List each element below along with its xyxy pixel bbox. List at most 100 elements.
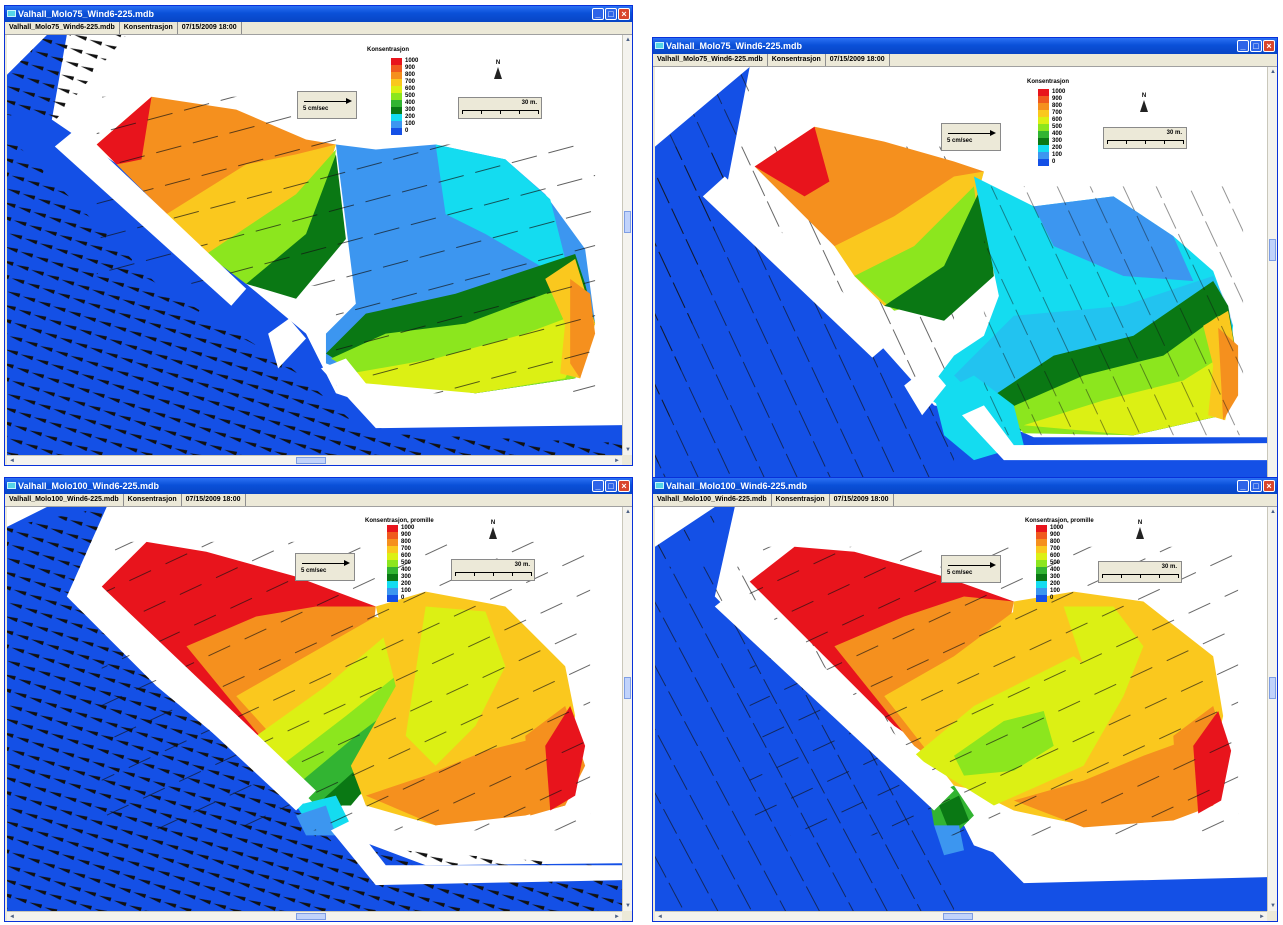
- file-name: Valhall_Molo100_Wind6-225.mdb: [653, 494, 772, 506]
- vertical-scrollbar[interactable]: ▲ ▼: [622, 35, 632, 455]
- north-label: N: [495, 60, 501, 66]
- legend-title: Konsentrasjon: [367, 47, 410, 53]
- legend: 1000 900 800 700 600 500 400 300 200 100…: [387, 525, 447, 602]
- scroll-left-icon[interactable]: ◄: [9, 914, 15, 920]
- legend-row: 800: [387, 539, 447, 546]
- window-title: Valhall_Molo100_Wind6-225.mdb: [18, 481, 159, 491]
- vector-scale-box: 5 cm/sec: [295, 553, 355, 581]
- maximize-button[interactable]: □: [605, 480, 617, 492]
- scroll-up-icon[interactable]: ▲: [625, 509, 631, 515]
- maximize-button[interactable]: □: [1250, 480, 1262, 492]
- legend-row: 700: [1036, 546, 1096, 553]
- layer-name[interactable]: Konsentrasjon: [772, 494, 830, 506]
- scroll-right-icon[interactable]: ►: [614, 458, 620, 464]
- scroll-left-icon[interactable]: ◄: [9, 458, 15, 464]
- legend-row: 0: [387, 595, 447, 602]
- distance-scale-label: 30 m.: [1161, 564, 1177, 570]
- maximize-button[interactable]: □: [1250, 40, 1262, 52]
- scroll-right-icon[interactable]: ►: [1259, 914, 1265, 920]
- vertical-scrollbar[interactable]: ▲ ▼: [622, 507, 632, 911]
- scroll-thumb[interactable]: [624, 211, 631, 234]
- legend-row: 900: [387, 532, 447, 539]
- title-bar[interactable]: Valhall_Molo75_Wind6-225.mdb _ □ ×: [5, 6, 632, 22]
- scroll-right-icon[interactable]: ►: [614, 914, 620, 920]
- title-bar[interactable]: Valhall_Molo100_Wind6-225.mdb _ □ ×: [653, 478, 1277, 494]
- legend-row: 600: [391, 86, 451, 93]
- scroll-up-icon[interactable]: ▲: [1270, 509, 1276, 515]
- north-arrow-icon: N: [1137, 93, 1151, 112]
- vector-scale-box: 5 cm/sec: [941, 555, 1001, 583]
- distance-scale-box: 30 m.: [458, 97, 542, 119]
- info-bar: Valhall_Molo100_Wind6-225.mdb Konsentrasj…: [5, 494, 632, 507]
- legend-row: 500: [391, 93, 451, 100]
- close-button[interactable]: ×: [618, 480, 630, 492]
- scroll-thumb[interactable]: [1269, 239, 1276, 262]
- legend-row: 100: [391, 121, 451, 128]
- title-bar[interactable]: Valhall_Molo75_Wind6-225.mdb _ □ ×: [653, 38, 1277, 54]
- scroll-thumb[interactable]: [942, 913, 973, 920]
- north-label: N: [1141, 93, 1147, 99]
- maximize-button[interactable]: □: [605, 8, 617, 20]
- layer-name[interactable]: Konsentrasjon: [120, 22, 178, 34]
- vector-arrow-icon: [948, 130, 996, 136]
- distance-scale-box: 30 m.: [451, 559, 535, 581]
- distance-scale-box: 30 m.: [1098, 561, 1182, 583]
- timestamp: 07/15/2009 18:00: [182, 494, 246, 506]
- scroll-left-icon[interactable]: ◄: [657, 914, 663, 920]
- minimize-button[interactable]: _: [1237, 480, 1249, 492]
- map-canvas: [7, 507, 622, 911]
- scroll-thumb[interactable]: [296, 457, 327, 464]
- close-button[interactable]: ×: [618, 8, 630, 20]
- legend-row: 800: [1036, 539, 1096, 546]
- scroll-up-icon[interactable]: ▲: [625, 37, 631, 43]
- legend-row: 500: [1038, 124, 1098, 131]
- legend-row: 200: [1036, 581, 1096, 588]
- scroll-up-icon[interactable]: ▲: [1270, 69, 1276, 75]
- concentration-map[interactable]: Konsentrasjon, promille 1000 900 800 700…: [7, 507, 622, 911]
- legend-row: 0: [1036, 595, 1096, 602]
- scroll-down-icon[interactable]: ▼: [625, 447, 631, 453]
- vertical-scrollbar[interactable]: ▲ ▼: [1267, 507, 1277, 911]
- legend-title: Konsentrasjon: [1027, 79, 1070, 85]
- title-bar[interactable]: Valhall_Molo100_Wind6-225.mdb _ □ ×: [5, 478, 632, 494]
- close-button[interactable]: ×: [1263, 480, 1275, 492]
- vector-scale-label: 5 cm/sec: [301, 568, 327, 574]
- distance-scale-label: 30 m.: [521, 100, 537, 106]
- scroll-down-icon[interactable]: ▼: [1270, 903, 1276, 909]
- map-canvas: [7, 35, 622, 455]
- legend-row: 1000: [391, 58, 451, 65]
- horizontal-scrollbar[interactable]: ◄ ►: [7, 911, 622, 921]
- app-icon: [655, 42, 664, 49]
- timestamp: 07/15/2009 18:00: [178, 22, 242, 34]
- legend-row: 300: [387, 574, 447, 581]
- scroll-down-icon[interactable]: ▼: [625, 903, 631, 909]
- info-bar: Valhall_Molo75_Wind6-225.mdb Konsentrasjo…: [5, 22, 632, 35]
- concentration-map[interactable]: Konsentrasjon, promille 1000 900 800 700…: [655, 507, 1267, 911]
- legend-row: 300: [391, 107, 451, 114]
- scroll-thumb[interactable]: [1269, 676, 1276, 699]
- legend-row: 1000: [387, 525, 447, 532]
- north-label: N: [490, 520, 496, 526]
- map-window-4: Valhall_Molo100_Wind6-225.mdb _ □ × Valhal…: [652, 477, 1278, 922]
- legend-row: 200: [387, 581, 447, 588]
- minimize-button[interactable]: _: [592, 8, 604, 20]
- concentration-map[interactable]: Konsentrasjon 1000 900 800 700 600 500 4…: [655, 67, 1267, 477]
- scroll-thumb[interactable]: [296, 913, 327, 920]
- legend-title: Konsentrasjon, promille: [1025, 518, 1094, 524]
- legend-row: 900: [1036, 532, 1096, 539]
- legend: 1000 900 800 700 600 500 400 300 200 100…: [391, 58, 451, 135]
- layer-name[interactable]: Konsentrasjon: [768, 54, 826, 66]
- minimize-button[interactable]: _: [592, 480, 604, 492]
- legend-row: 600: [387, 553, 447, 560]
- concentration-map[interactable]: Konsentrasjon 1000 900 800 700 600 500 4…: [7, 35, 622, 455]
- horizontal-scrollbar[interactable]: ◄ ►: [655, 911, 1267, 921]
- horizontal-scrollbar[interactable]: ◄ ►: [7, 455, 622, 465]
- legend-row: 900: [1038, 96, 1098, 103]
- vertical-scrollbar[interactable]: ▲: [1267, 67, 1277, 477]
- scroll-thumb[interactable]: [624, 676, 631, 699]
- close-button[interactable]: ×: [1263, 40, 1275, 52]
- legend-row: 1000: [1036, 525, 1096, 532]
- app-icon: [655, 482, 664, 489]
- layer-name[interactable]: Konsentrasjon: [124, 494, 182, 506]
- minimize-button[interactable]: _: [1237, 40, 1249, 52]
